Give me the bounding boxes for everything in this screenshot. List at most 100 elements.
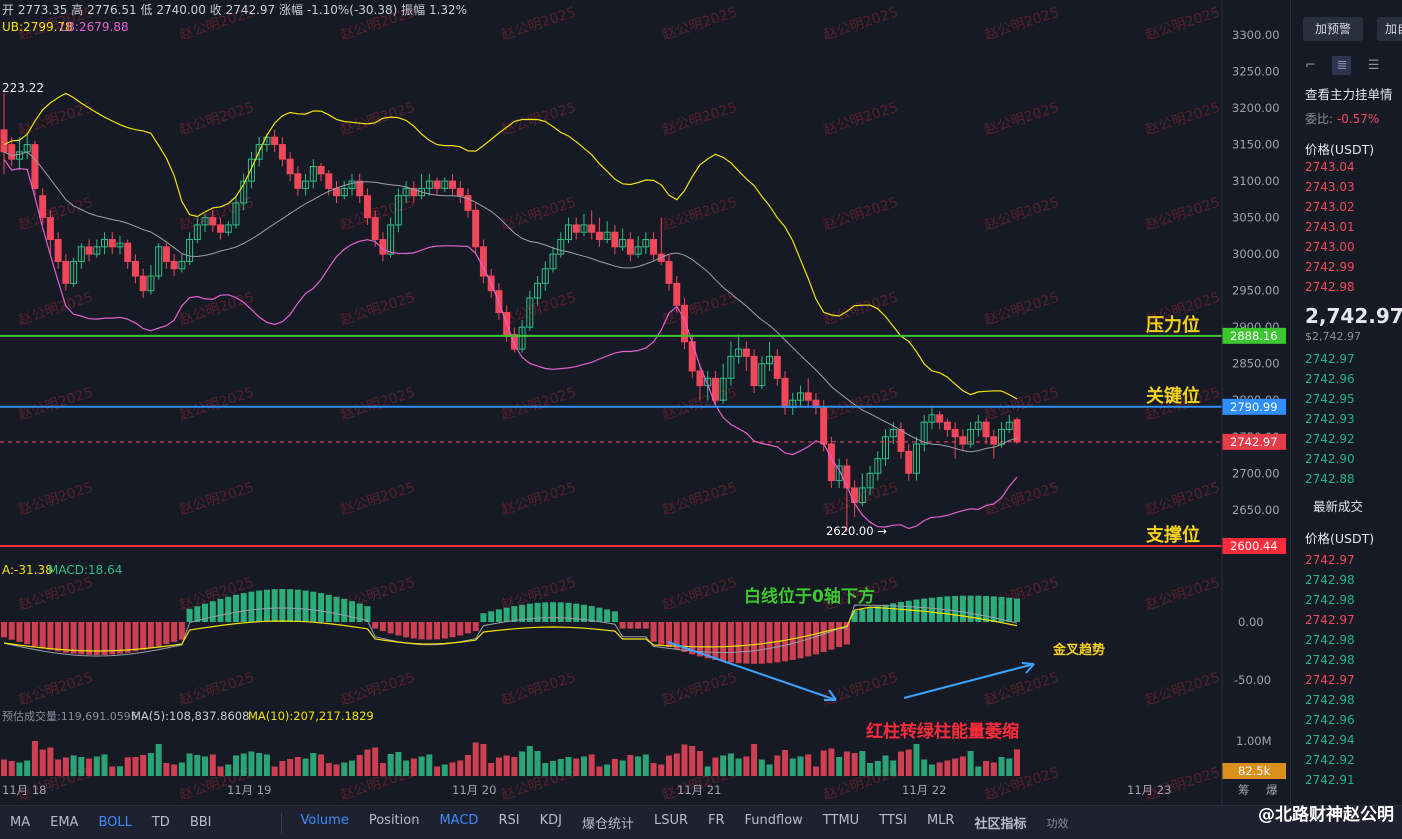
trade-price: 2742.97 [1305, 613, 1355, 627]
candle-body [147, 275, 155, 292]
trade-price: 2742.97 [1305, 553, 1355, 567]
volume-ma10-label: MA(10):207,217.1829 [248, 709, 374, 723]
sub-indicator-tab[interactable]: Volume [300, 813, 349, 828]
macd-histogram-bar [588, 606, 595, 622]
view-mode-icons[interactable]: ⌐ ≣ ☰ [1305, 56, 1380, 75]
main-orders-link[interactable]: 查看主力挂单情 [1305, 87, 1393, 102]
sub-indicator-tab[interactable]: Fundflow [744, 813, 803, 828]
candle-body [835, 465, 843, 482]
macd-histogram-bar [86, 622, 93, 655]
sub-indicator-tab[interactable]: TTSI [879, 813, 907, 828]
candle-body [170, 260, 178, 270]
trade-price: 2742.91 [1305, 773, 1355, 787]
overlay-indicator-ema[interactable]: EMA [50, 815, 79, 830]
candle-body [178, 260, 186, 270]
credit-watermark: @北路财神赵公明 [1258, 805, 1394, 825]
watermark-text: 赵公明2025 [16, 195, 95, 234]
add-watch-button[interactable]: 加自 [1377, 17, 1402, 41]
chart-area[interactable]: 赵公明2025 赵公明2025 赵公明2025 赵公明2025 赵公明2025 赵公明20… [0, 0, 1290, 805]
volume-bar [658, 764, 665, 776]
candle-body [101, 239, 109, 248]
candle-body [758, 363, 766, 387]
overlay-indicators: MA EMA BOLL TD BBI [0, 815, 221, 830]
macd-histogram-bar [1006, 597, 1013, 622]
volume-bar [580, 756, 587, 776]
macd-histogram-bar [642, 622, 649, 629]
candle-body [209, 217, 217, 226]
depth-icon[interactable]: ☰ [1367, 58, 1380, 73]
candle-body [727, 355, 735, 379]
overlay-indicator-ma[interactable]: MA [10, 815, 31, 830]
macd-histogram-bar [202, 603, 209, 622]
watermark-text: 赵公明2025 [660, 480, 739, 519]
ohlc-readout: 开 2773.35 高 2776.51 低 2740.00 收 2742.97 … [2, 2, 467, 17]
boll-lower-band [3, 158, 1018, 530]
volume-bar [720, 755, 727, 776]
macd-histogram-bar [666, 622, 673, 648]
ask-price: 2743.00 [1305, 240, 1355, 254]
sub-indicator-tab[interactable]: RSI [498, 813, 520, 828]
volume-bar [256, 753, 263, 776]
level-name: 压力位 [1146, 314, 1200, 336]
community-indicators-button[interactable]: 社区指标 [974, 817, 1027, 832]
volume-bar [944, 760, 951, 776]
candle-body [642, 239, 650, 248]
candle-body [518, 326, 526, 350]
watermark-text: 赵公明2025 [499, 670, 578, 709]
candle-body [31, 144, 39, 189]
candle-body [680, 304, 688, 343]
sub-indicator-tab[interactable]: KDJ [539, 813, 562, 828]
level-price-tag [1222, 538, 1286, 554]
macd-histogram-bar [325, 594, 332, 622]
candle-body [711, 377, 719, 401]
sub-indicator-tab[interactable]: MLR [926, 813, 955, 828]
list-icon[interactable]: ⌐ [1305, 58, 1316, 73]
sub-indicator-tab[interactable]: TTMU [822, 813, 860, 828]
sub-indicator-tab[interactable]: LSUR [653, 813, 688, 828]
macd-histogram-bar [31, 622, 38, 647]
watermark-text: 赵公明2025 [177, 480, 256, 519]
candle-body [719, 377, 727, 401]
overlay-indicator-td[interactable]: TD [151, 815, 170, 830]
trade-price: 2742.98 [1305, 653, 1355, 667]
ratio-label: 委比: [1305, 112, 1334, 126]
candle-body [464, 195, 472, 211]
volume-bar [635, 756, 642, 776]
chip-button-label: 筹 [1238, 783, 1250, 797]
overlay-indicator-bbi[interactable]: BBI [189, 815, 212, 830]
macd-histogram-bar [395, 622, 402, 636]
add-alert-button[interactable]: 加预警 [1303, 17, 1363, 41]
macd-histogram-bar [851, 611, 858, 622]
volume-bar [232, 755, 239, 776]
order-book-panel: 加预警 加自 ⌐ ≣ ☰ 查看主力挂单情 委比: -0.57% 价格(USDT)… [1290, 0, 1402, 805]
sub-indicator-tab[interactable]: MACD [439, 813, 479, 828]
book-icon[interactable]: ≣ [1332, 56, 1352, 75]
x-tick-label: 11月 21 [677, 783, 721, 797]
macd-histogram-bar [836, 622, 843, 648]
macd-histogram-bar [341, 598, 348, 622]
volume-bar [116, 766, 123, 776]
sub-indicator-tab[interactable]: 爆仓统计 [581, 817, 634, 832]
volume-tick: 1.00M [1236, 734, 1272, 748]
candle-body [541, 268, 549, 284]
overlay-indicator-boll[interactable]: BOLL [98, 815, 132, 830]
sub-indicator-tab[interactable]: Position [368, 813, 420, 828]
latest-trades-tab[interactable]: 最新成交 [1313, 499, 1364, 514]
sub-indicator-tab[interactable]: FR [708, 813, 725, 828]
volume-bar [751, 744, 758, 776]
candle-body [696, 370, 704, 387]
candle-body [46, 217, 54, 241]
volume-bar [387, 754, 394, 776]
macd-histogram-bar [256, 590, 263, 622]
candle-body [905, 450, 913, 474]
macd-histogram-bar [812, 622, 819, 655]
candle-body [85, 246, 93, 255]
watermark-text: 赵公明2025 [1143, 5, 1222, 44]
macd-histogram-bar [217, 598, 224, 622]
effect-button[interactable]: 功效 [1046, 816, 1069, 830]
candle-body [247, 158, 255, 182]
candle-body [742, 348, 750, 357]
candle-body [626, 239, 634, 255]
volume-bar [696, 751, 703, 776]
price-chart[interactable]: 赵公明2025 赵公明2025 赵公明2025 赵公明2025 赵公明2025 赵公明20… [0, 0, 1290, 805]
